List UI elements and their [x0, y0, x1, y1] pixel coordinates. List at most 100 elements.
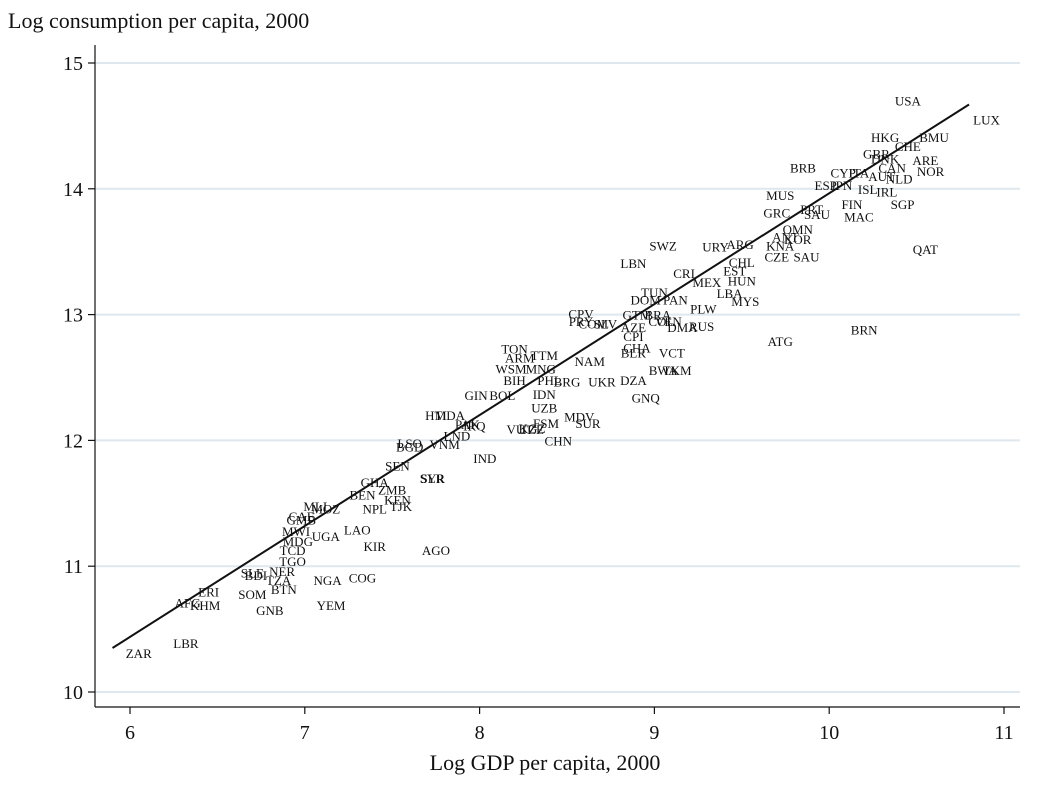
- y-ticks: 10 11 12 13 14 15: [63, 53, 95, 704]
- point-label: PAN: [663, 293, 688, 308]
- x-ticks: 6 7 8 9 10 11: [125, 707, 1014, 744]
- point-label: UKR: [588, 374, 616, 389]
- point-label: COM: [578, 316, 608, 331]
- point-label: CAF: [289, 509, 314, 524]
- point-label: COL: [648, 314, 674, 329]
- point-label: BRA: [645, 308, 672, 323]
- point-label: AZE: [621, 320, 646, 335]
- point-label: WSM: [496, 362, 528, 377]
- y-axis-title: Log consumption per capita, 2000: [8, 8, 309, 33]
- point-label: FSM: [533, 416, 559, 431]
- point-label: SGP: [891, 197, 915, 212]
- point-label: BRG: [554, 374, 581, 389]
- point-label: TZE: [520, 422, 544, 437]
- point-label: GBR: [863, 147, 890, 162]
- fit-line: [111, 103, 970, 649]
- point-label: BOL: [489, 388, 515, 403]
- point-label: LBN: [620, 256, 647, 271]
- point-label: GNB: [256, 603, 284, 618]
- point-label: DMA: [667, 320, 698, 335]
- point-label: ARG: [726, 237, 753, 252]
- point-label: ARM: [505, 350, 535, 365]
- point-label: MDA: [435, 408, 466, 423]
- point-label: RUS: [689, 319, 714, 334]
- point-label: SWZ: [649, 238, 677, 253]
- point-label: MDV: [564, 409, 595, 424]
- point-label: MNG: [526, 362, 556, 377]
- point-label: VCT: [659, 345, 685, 360]
- point-label: BMU: [919, 130, 949, 145]
- point-label: KOR: [784, 232, 812, 247]
- point-label: GIN: [465, 388, 489, 403]
- point-label: CAN: [878, 160, 906, 175]
- point-label: BIH: [503, 373, 525, 388]
- point-label: TGO: [279, 554, 306, 569]
- point-label: HUN: [728, 274, 757, 289]
- point-label: SYR: [420, 471, 446, 486]
- point-label: KHM: [190, 598, 221, 613]
- point-label: EST: [723, 264, 746, 279]
- point-label: BWA: [649, 363, 679, 378]
- point-label: COG: [349, 571, 376, 586]
- point-label: DNK: [871, 152, 900, 167]
- point-label: CHA: [623, 340, 651, 355]
- point-label: YEM: [317, 598, 346, 613]
- point-label: BRN: [851, 323, 878, 338]
- point-label: LBR: [173, 636, 199, 651]
- point-label: MWI: [282, 524, 310, 539]
- point-label: LBA: [717, 286, 744, 301]
- point-label: NER: [269, 564, 295, 579]
- point-label: TZA: [266, 573, 292, 588]
- point-label: LSO: [397, 436, 422, 451]
- point-label: USA: [895, 94, 922, 109]
- y-tick-label: 13: [63, 305, 83, 327]
- point-label: VNM: [429, 437, 460, 452]
- point-label: CHN: [545, 433, 573, 448]
- point-label: HTI: [425, 408, 447, 423]
- point-label: HKG: [871, 130, 899, 145]
- point-label: FIN: [841, 197, 863, 212]
- point-label: ERI: [198, 584, 219, 599]
- point-label: TJK: [390, 499, 413, 514]
- point-label: SLR: [420, 471, 444, 486]
- x-axis-title: Log GDP per capita, 2000: [430, 750, 661, 775]
- point-label: NLD: [886, 172, 913, 187]
- point-label: PHL: [537, 373, 562, 388]
- point-label: GNQ: [632, 391, 661, 406]
- y-tick-label: 15: [63, 53, 83, 75]
- point-label: AGO: [422, 543, 450, 558]
- point-label: ITA: [849, 165, 870, 180]
- point-label: LUX: [973, 113, 1000, 128]
- point-label: PRY: [569, 314, 594, 329]
- point-label: BTN: [271, 582, 298, 597]
- y-tick-label: 10: [63, 682, 83, 704]
- x-tick-label: 8: [475, 722, 485, 744]
- point-label: MLI: [303, 499, 327, 514]
- point-label: SAU: [793, 250, 820, 265]
- point-label: IDN: [533, 387, 557, 402]
- point-label: NOR: [917, 164, 945, 179]
- point-label: JPN: [831, 178, 853, 193]
- point-label: DOM: [630, 293, 661, 308]
- point-label: SLE: [241, 565, 264, 580]
- point-label: LND: [444, 428, 471, 443]
- point-label: CPV: [568, 306, 594, 321]
- point-label: IND: [473, 451, 496, 466]
- y-tick-label: 12: [63, 430, 83, 452]
- point-label: MYS: [731, 294, 759, 309]
- point-label: BRB: [790, 160, 816, 175]
- point-label: SEN: [385, 459, 410, 474]
- point-label: GTM: [622, 308, 651, 323]
- point-label: URY: [702, 240, 729, 255]
- point-label: UZB: [531, 401, 557, 416]
- point-label: ARE: [912, 153, 938, 168]
- x-tick-label: 6: [125, 722, 135, 744]
- point-label: GMB: [286, 513, 316, 528]
- point-label: UGA: [312, 529, 341, 544]
- point-label: CYP: [831, 165, 856, 180]
- x-tick-label: 7: [300, 722, 310, 744]
- y-tick-label: 14: [63, 179, 83, 201]
